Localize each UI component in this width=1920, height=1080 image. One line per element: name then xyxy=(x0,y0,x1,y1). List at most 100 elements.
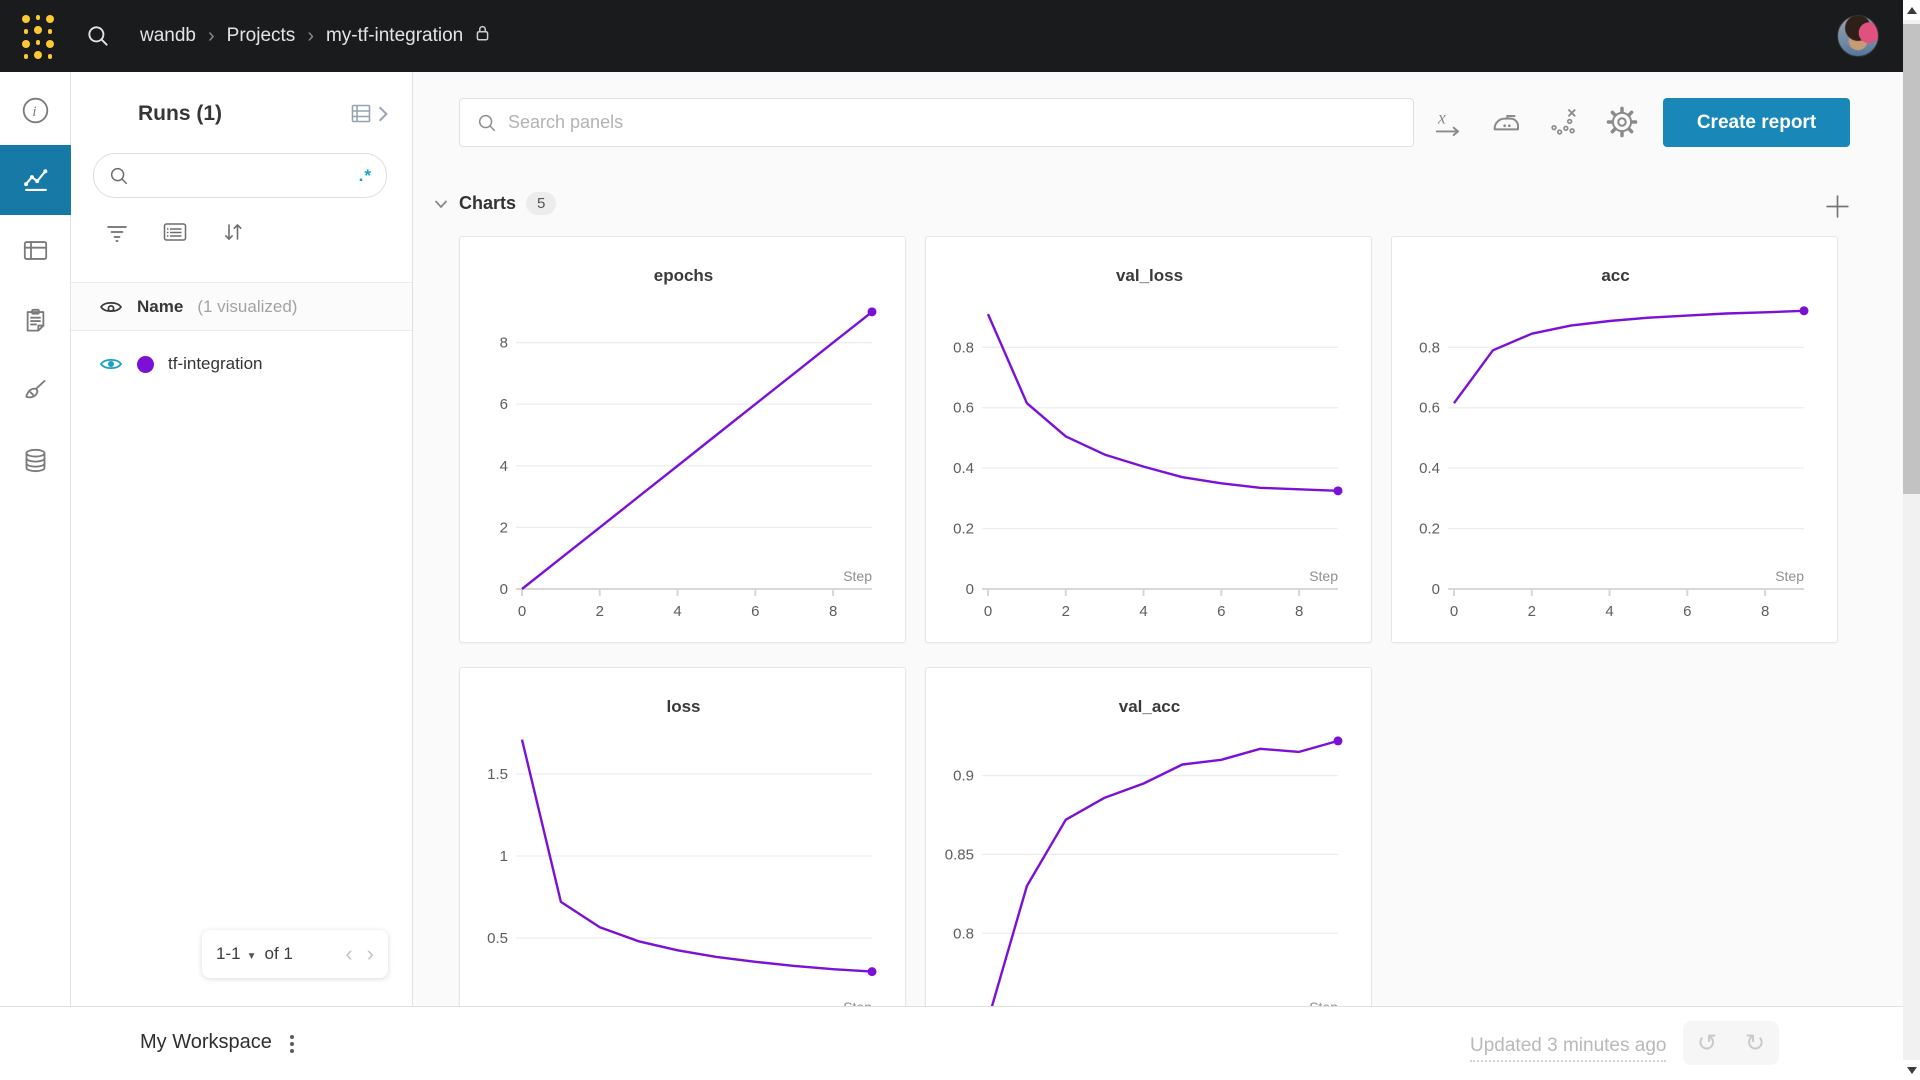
private-lock-icon xyxy=(475,24,490,48)
filter-button[interactable] xyxy=(105,220,129,244)
breadcrumb-projects[interactable]: Projects xyxy=(226,25,296,46)
svg-text:0.6: 0.6 xyxy=(1419,400,1440,417)
svg-text:0: 0 xyxy=(518,603,526,620)
breadcrumb-org[interactable]: wandb xyxy=(140,25,196,46)
svg-text:0.5: 0.5 xyxy=(487,930,508,947)
svg-text:Step: Step xyxy=(843,999,872,1006)
svg-text:0.2: 0.2 xyxy=(953,521,974,538)
panel-search-input[interactable] xyxy=(508,112,1397,133)
global-search-icon[interactable] xyxy=(85,23,111,54)
svg-text:8: 8 xyxy=(1761,603,1769,620)
database-icon xyxy=(25,448,46,472)
sidebar-item-artifacts[interactable] xyxy=(0,425,71,495)
prev-page-button[interactable]: ‹ xyxy=(345,941,353,966)
workspace-menu-button[interactable] xyxy=(282,1031,302,1057)
svg-text:0.85: 0.85 xyxy=(945,846,974,863)
sidebar-item-charts[interactable] xyxy=(0,145,71,215)
svg-text:4: 4 xyxy=(500,458,508,475)
search-icon xyxy=(478,114,496,131)
sidebar-item-sweeps[interactable] xyxy=(0,355,71,425)
svg-text:1: 1 xyxy=(500,848,508,865)
run-table-icon xyxy=(351,104,371,123)
visualized-count-note: (1 visualized) xyxy=(197,296,298,316)
run-list-item[interactable]: tf-integration xyxy=(71,344,412,384)
svg-text:acc: acc xyxy=(1601,266,1629,285)
name-column-header: Name xyxy=(137,296,184,316)
history-controls: ↺ ↻ xyxy=(1683,1021,1779,1065)
svg-text:1.5: 1.5 xyxy=(487,766,508,783)
sidebar-item-logs[interactable] xyxy=(0,285,71,355)
filter-icon xyxy=(107,226,127,242)
pagination-range[interactable]: 1-1 xyxy=(216,944,241,963)
svg-text:0: 0 xyxy=(966,581,974,598)
svg-text:0.4: 0.4 xyxy=(953,460,974,477)
create-report-button[interactable]: Create report xyxy=(1663,98,1850,147)
user-avatar[interactable] xyxy=(1837,15,1879,57)
svg-text:x: x xyxy=(1437,107,1446,127)
sort-icon xyxy=(225,224,242,240)
smoothing-button[interactable] xyxy=(1489,105,1523,139)
wandb-logo[interactable] xyxy=(22,15,58,59)
line-chart-icon xyxy=(23,169,47,191)
redo-button[interactable]: ↻ xyxy=(1744,1029,1766,1057)
svg-text:Step: Step xyxy=(1309,999,1338,1006)
scroll-up-button[interactable] xyxy=(1903,0,1920,20)
search-icon xyxy=(110,167,128,184)
run-name: tf-integration xyxy=(168,354,263,373)
svg-text:2: 2 xyxy=(1062,603,1070,620)
sidebar-item-overview[interactable]: i xyxy=(0,75,71,145)
regex-toggle[interactable]: .* xyxy=(358,165,372,185)
svg-text:2: 2 xyxy=(596,603,604,620)
top-bar: wandb › Projects › my-tf-integration xyxy=(0,0,1920,72)
chart-epochs: epochs 0 2 4 6 8 Step 0 2 4 6 8 xyxy=(500,266,877,620)
svg-text:loss: loss xyxy=(666,697,700,716)
updated-status[interactable]: Updated 3 minutes ago xyxy=(1470,1035,1667,1062)
chart-card-val_loss[interactable]: val_loss 0 0.2 0.4 0.6 0.8 Step 0 2 4 6 8 xyxy=(925,236,1372,643)
scroll-down-button[interactable] xyxy=(1903,1060,1920,1080)
runs-search-input[interactable] xyxy=(130,166,359,185)
group-button[interactable] xyxy=(163,220,187,244)
svg-text:6: 6 xyxy=(500,396,508,413)
chart-card-epochs[interactable]: epochs 0 2 4 6 8 Step 0 2 4 6 8 xyxy=(459,236,906,643)
breadcrumb-project-name[interactable]: my-tf-integration xyxy=(325,25,464,46)
visibility-all-icon[interactable] xyxy=(99,297,123,317)
run-visibility-eye-icon[interactable] xyxy=(99,354,123,374)
outliers-button[interactable] xyxy=(1547,105,1581,139)
gear-icon xyxy=(1606,106,1638,138)
iron-icon xyxy=(1493,115,1519,131)
svg-text:8: 8 xyxy=(829,603,837,620)
settings-button[interactable] xyxy=(1605,105,1639,139)
x-axis-settings-button[interactable]: x xyxy=(1431,105,1465,139)
charts-section-header[interactable]: Charts 5 xyxy=(433,192,557,215)
sidebar-item-table[interactable] xyxy=(0,215,71,285)
breadcrumb-separator: › xyxy=(307,24,314,47)
svg-text:Step: Step xyxy=(1775,568,1804,584)
workspace-name[interactable]: My Workspace xyxy=(140,1031,272,1053)
chevron-down-icon[interactable] xyxy=(433,196,449,212)
add-panel-button[interactable] xyxy=(1824,193,1851,225)
page-size-caret-icon[interactable]: ▼ xyxy=(246,950,257,962)
bottom-bar: My Workspace Updated 3 minutes ago ↺ ↻ xyxy=(0,1006,1903,1080)
next-page-button[interactable]: › xyxy=(366,941,374,966)
svg-text:0.6: 0.6 xyxy=(953,400,974,417)
clipboard-icon xyxy=(26,308,45,332)
svg-text:8: 8 xyxy=(500,335,508,352)
chart-acc: acc 0 0.2 0.4 0.6 0.8 Step 0 2 4 6 8 xyxy=(1419,266,1809,620)
svg-text:0.8: 0.8 xyxy=(1419,339,1440,356)
svg-text:0.9: 0.9 xyxy=(953,768,974,785)
pagination-total: of 1 xyxy=(264,944,293,963)
page-scrollbar[interactable] xyxy=(1903,0,1920,1080)
expand-run-table-button[interactable] xyxy=(351,103,389,125)
chart-card-acc[interactable]: acc 0 0.2 0.4 0.6 0.8 Step 0 2 4 6 8 xyxy=(1391,236,1838,643)
breadcrumb-separator: › xyxy=(208,24,215,47)
workspace-toolbar: x xyxy=(1431,105,1639,139)
undo-button[interactable]: ↺ xyxy=(1696,1029,1718,1057)
chart-panels-grid: epochs 0 2 4 6 8 Step 0 2 4 6 8 val_loss 0 0.2 0.4 0.6 0.… xyxy=(459,236,1859,1006)
runs-panel: Runs (1) .* Name (1 visualized) xyxy=(71,72,413,1006)
sort-button[interactable] xyxy=(221,220,245,244)
scrollbar-thumb[interactable] xyxy=(1903,24,1920,494)
svg-text:0: 0 xyxy=(500,581,508,598)
svg-text:val_acc: val_acc xyxy=(1119,697,1180,716)
